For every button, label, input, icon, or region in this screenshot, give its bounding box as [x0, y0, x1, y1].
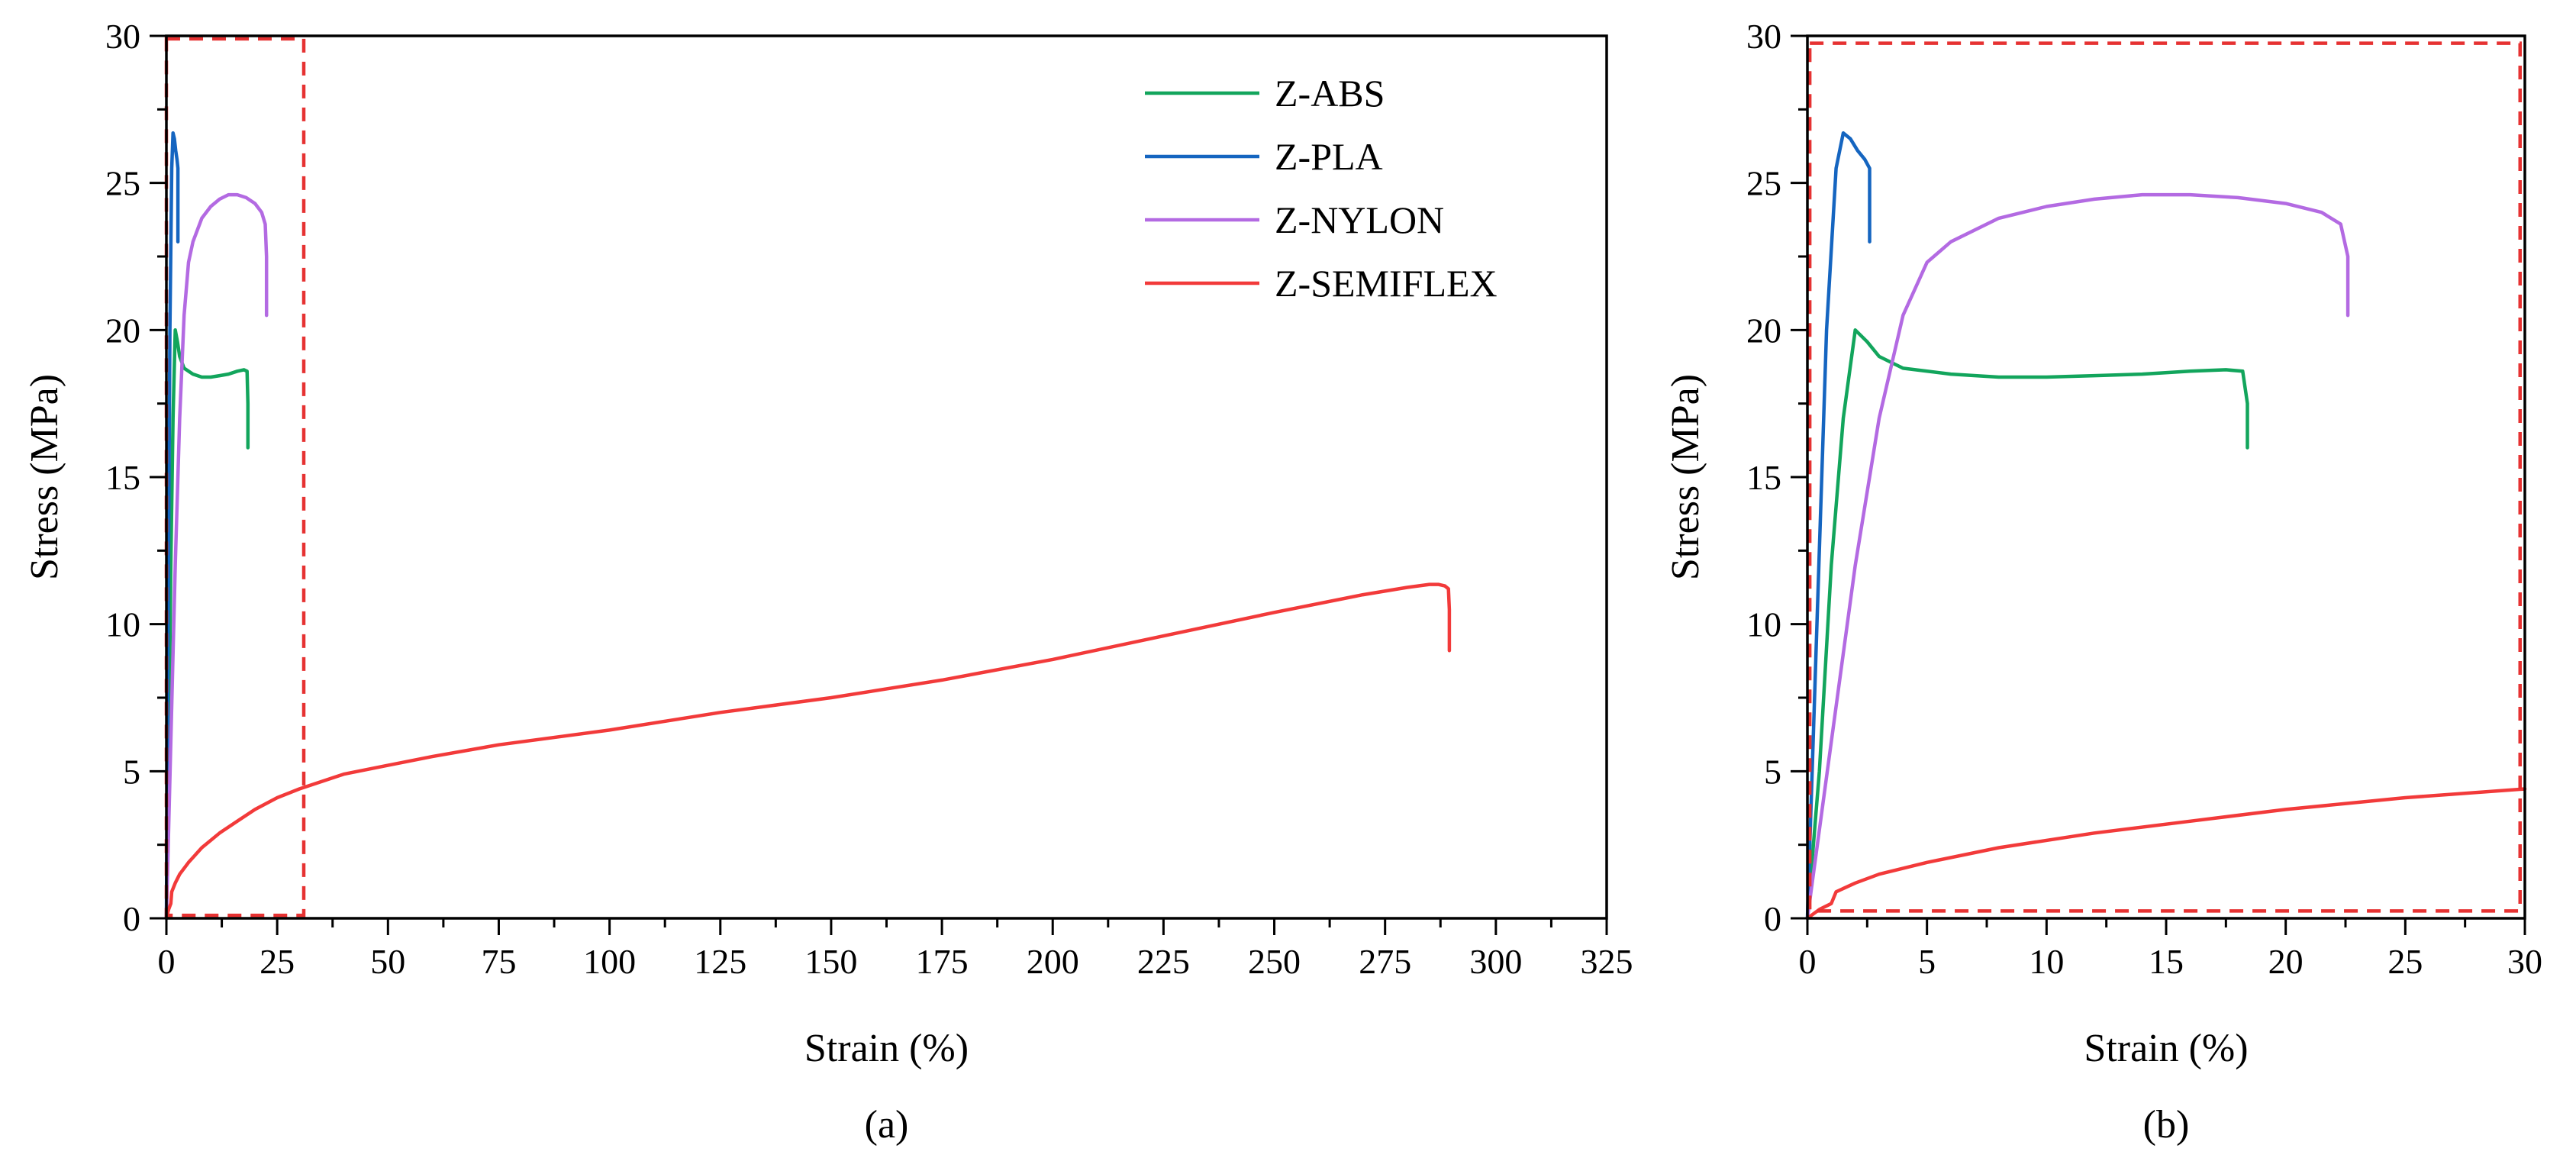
x-tick-label: 275 — [1359, 942, 1411, 981]
series-group — [1805, 131, 2527, 921]
panel-a: 0 25 50 75 100 125 150 175 200 225 250 275 300 325 0 5 1… — [23, 17, 1633, 1147]
series-group — [164, 131, 1452, 921]
series-z-semiflex — [164, 582, 1452, 921]
series-z-semiflex — [1805, 787, 2527, 921]
y-tick-label: 30 — [105, 17, 140, 56]
series-z-pla — [1805, 131, 1872, 921]
legend: Z-ABS Z-PLA Z-NYLON Z-SEMIFLEX — [1145, 72, 1498, 305]
series-z-abs — [164, 328, 250, 921]
legend-label-z-semiflex: Z-SEMIFLEX — [1275, 262, 1498, 305]
x-tick-label: 10 — [2029, 942, 2064, 981]
y-tick-label: 10 — [105, 605, 140, 644]
x-tick-label: 30 — [2507, 942, 2542, 981]
y-tick-label: 0 — [123, 899, 140, 938]
x-tick-label: 5 — [1918, 942, 1936, 981]
x-tick-label: 325 — [1581, 942, 1633, 981]
panel-label: (b) — [2143, 1103, 2190, 1147]
x-axis-title: Strain (%) — [2084, 1027, 2248, 1070]
x-tick-label: 20 — [2268, 942, 2304, 981]
x-tick-label: 25 — [2387, 942, 2423, 981]
y-tick-label: 25 — [1746, 164, 1781, 203]
x-tick-label: 125 — [694, 942, 746, 981]
x-tick-label: 0 — [1799, 942, 1817, 981]
x-tick-label: 150 — [804, 942, 857, 981]
y-tick-label: 20 — [1746, 311, 1781, 350]
series-z-nylon — [1805, 192, 2350, 921]
y-tick-label: 10 — [1746, 605, 1781, 644]
x-tick-label: 175 — [916, 942, 969, 981]
series-z-abs — [1805, 328, 2249, 921]
zoom-box — [164, 37, 306, 918]
x-tick-label: 15 — [2149, 942, 2184, 981]
y-axis-title: Stress (MPa) — [23, 374, 66, 580]
y-tick-label: 5 — [123, 752, 140, 791]
series-z-nylon — [164, 192, 269, 921]
x-tick-label: 25 — [260, 942, 295, 981]
y-tick-label: 20 — [105, 311, 140, 350]
zoom-box — [1807, 41, 2522, 913]
x-tick-label: 50 — [370, 942, 405, 981]
series-z-pla — [164, 131, 180, 921]
y-tick-label: 30 — [1746, 17, 1781, 56]
panel-label: (a) — [865, 1103, 909, 1147]
x-axis-title: Strain (%) — [804, 1027, 969, 1070]
x-tick-label: 300 — [1469, 942, 1522, 981]
panel-b: 0 5 10 15 20 25 30 0 5 10 15 20 25 30 Strain (%) Stress… — [1664, 17, 2542, 1147]
y-tick-label: 15 — [1746, 458, 1781, 497]
legend-label-z-pla: Z-PLA — [1275, 135, 1383, 178]
x-tick-label: 200 — [1027, 942, 1079, 981]
x-tick-label: 0 — [158, 942, 176, 981]
y-tick-label: 25 — [105, 164, 140, 203]
x-tick-label: 250 — [1248, 942, 1301, 981]
x-tick-label: 75 — [481, 942, 516, 981]
y-axis-title: Stress (MPa) — [1664, 374, 1707, 580]
y-tick-label: 5 — [1764, 752, 1781, 791]
x-tick-label: 100 — [583, 942, 636, 981]
x-tick-label: 225 — [1137, 942, 1190, 981]
legend-label-z-abs: Z-ABS — [1275, 72, 1385, 115]
legend-label-z-nylon: Z-NYLON — [1275, 198, 1444, 241]
y-tick-label: 0 — [1764, 899, 1781, 938]
y-tick-label: 15 — [105, 458, 140, 497]
plot-frame — [1806, 34, 2526, 920]
plot-frame — [165, 34, 1608, 920]
